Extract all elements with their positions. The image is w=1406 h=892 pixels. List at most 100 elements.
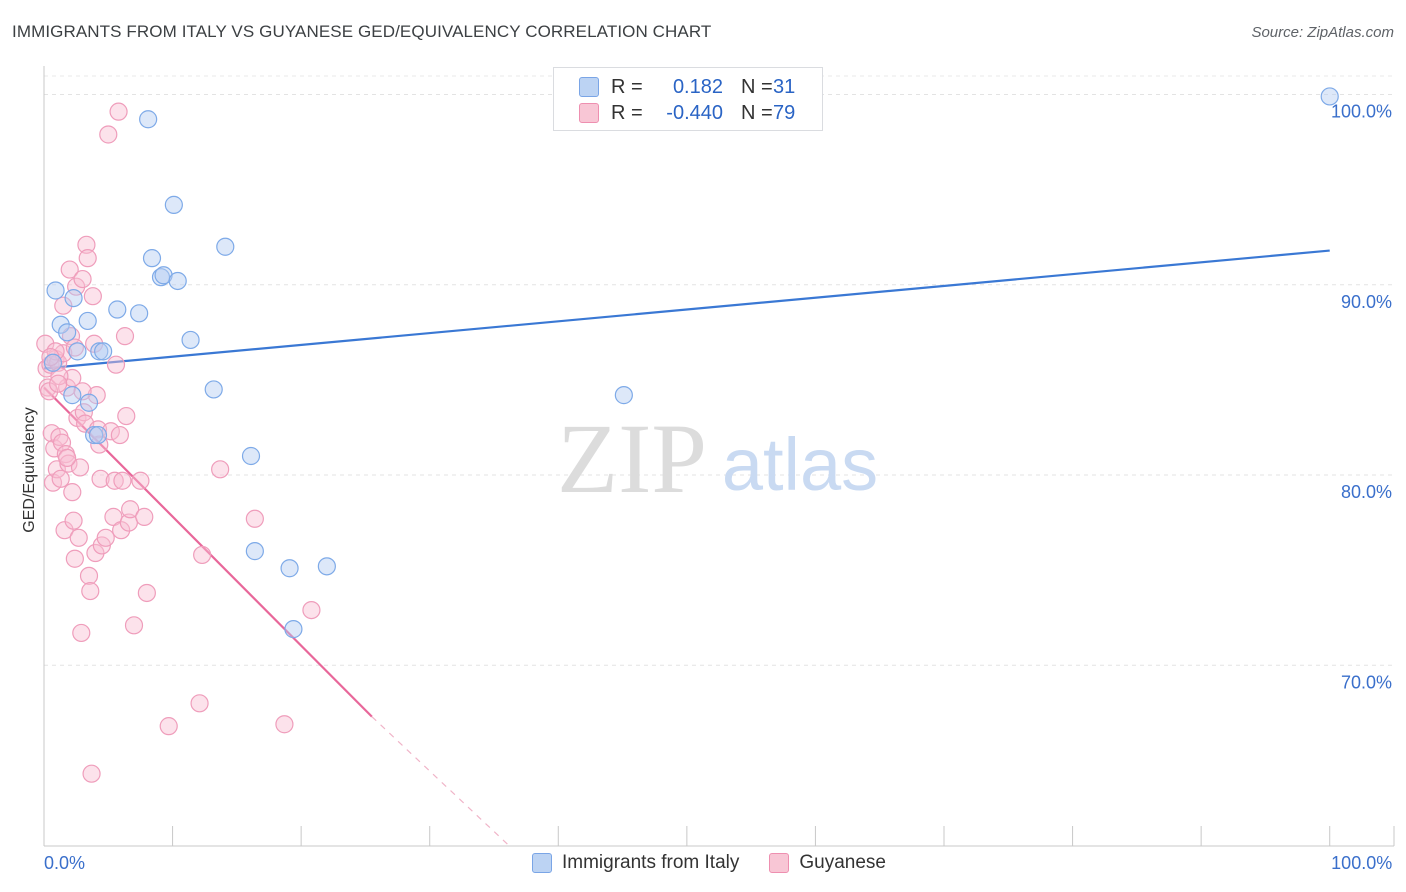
point-guyanese <box>73 269 92 289</box>
point-guyanese <box>109 102 128 121</box>
r-label: R = <box>611 75 643 98</box>
point-italy <box>130 304 149 323</box>
point-guyanese <box>79 566 99 585</box>
bottom-legend-guyanese: Guyanese <box>769 852 886 874</box>
point-guyanese <box>124 616 144 635</box>
point-italy <box>317 557 336 576</box>
point-guyanese <box>117 406 136 426</box>
point-guyanese <box>67 277 86 296</box>
stats-legend: R = 0.182 N = 31 R = -0.440 N = 79 <box>553 67 823 131</box>
y-tick-label: 80.0% <box>1341 482 1392 502</box>
point-italy <box>58 323 77 342</box>
y-tick-label: 70.0% <box>1341 672 1392 692</box>
point-guyanese <box>245 509 264 528</box>
bottom-swatch-guyanese <box>769 853 790 873</box>
point-guyanese <box>302 600 321 620</box>
point-italy <box>614 386 633 405</box>
point-guyanese <box>105 471 124 490</box>
point-guyanese <box>82 764 101 783</box>
point-italy <box>85 425 104 445</box>
r-label: R = <box>611 101 643 124</box>
tick-labels: 100.0% 90.0% 80.0% 70.0% 0.0% 100.0% <box>44 102 1392 873</box>
n-value-italy: 31 <box>773 75 796 98</box>
chart-title: IMMIGRANTS FROM ITALY VS GUYANESE GED/EQ… <box>12 22 712 41</box>
point-guyanese <box>69 528 88 547</box>
point-guyanese <box>81 581 100 601</box>
x-tick-label: 100.0% <box>1331 853 1392 873</box>
point-italy <box>51 315 70 334</box>
point-guyanese <box>49 374 68 393</box>
y-tick-label: 90.0% <box>1341 292 1392 312</box>
legend-swatch-guyanese <box>579 103 599 123</box>
point-italy <box>88 425 108 445</box>
point-guyanese <box>135 507 154 526</box>
n-value-guyanese: 79 <box>773 101 796 124</box>
point-guyanese <box>54 296 73 315</box>
y-axis-label: GED/Equivalency <box>21 407 38 532</box>
point-guyanese <box>63 483 82 502</box>
point-guyanese <box>46 342 65 361</box>
watermark-zip: ZIP <box>557 403 707 514</box>
point-guyanese <box>47 460 66 479</box>
point-guyanese <box>72 623 91 643</box>
point-guyanese <box>113 471 132 490</box>
point-guyanese <box>275 715 294 734</box>
point-guyanese <box>83 287 102 306</box>
point-italy <box>204 380 223 399</box>
point-guyanese <box>91 469 110 488</box>
x-tick-label: 0.0% <box>44 853 85 873</box>
point-guyanese <box>64 511 83 530</box>
point-italy <box>94 342 113 361</box>
gridlines <box>44 75 1394 666</box>
point-guyanese <box>90 435 109 454</box>
trend-line-italy <box>43 249 1330 370</box>
legend-row-guyanese: R = -0.440 N = 79 <box>579 101 795 125</box>
point-italy <box>245 542 264 561</box>
watermark: ZIP atlas <box>557 403 878 514</box>
point-italy <box>241 446 261 466</box>
point-guyanese <box>131 471 150 490</box>
bottom-legend-label-italy: Immigrants from Italy <box>562 852 740 873</box>
point-guyanese <box>211 460 230 479</box>
point-guyanese <box>121 500 140 519</box>
point-guyanese <box>159 717 178 736</box>
legend-row-italy: R = 0.182 N = 31 <box>579 75 795 99</box>
point-guyanese <box>58 448 77 468</box>
point-guyanese <box>137 583 156 603</box>
point-italy <box>79 393 99 412</box>
bottom-swatch-italy <box>532 853 552 873</box>
bottom-legend-italy: Immigrants from Italy <box>532 852 739 874</box>
r-value-italy: 0.182 <box>672 75 723 98</box>
watermark-atlas: atlas <box>722 423 878 506</box>
point-italy <box>64 288 83 308</box>
point-guyanese <box>60 260 79 279</box>
point-guyanese <box>115 327 135 346</box>
r-value-guyanese: -0.440 <box>666 101 723 124</box>
point-guyanese <box>99 125 118 144</box>
y-tick-label: 100.0% <box>1331 102 1392 122</box>
bottom-legend-label-guyanese: Guyanese <box>799 852 886 873</box>
point-guyanese <box>87 386 106 405</box>
point-italy <box>139 110 158 129</box>
legend-swatch-italy <box>579 77 599 97</box>
point-guyanese <box>59 454 78 473</box>
point-guyanese <box>73 382 92 401</box>
point-italy <box>284 620 303 639</box>
point-italy <box>168 271 187 291</box>
point-italy <box>46 281 65 300</box>
trend-lines <box>43 249 1330 847</box>
point-guyanese <box>86 543 105 563</box>
point-italy <box>63 386 82 405</box>
point-guyanese <box>77 235 96 254</box>
point-italy <box>1320 87 1339 106</box>
point-guyanese <box>110 425 129 445</box>
point-guyanese <box>96 528 115 547</box>
point-italy <box>78 311 97 331</box>
trend-line-guyanese-extension <box>371 716 510 847</box>
data-points <box>36 87 1339 783</box>
point-italy <box>90 342 109 361</box>
point-italy <box>280 559 299 578</box>
n-label: N = <box>741 101 773 124</box>
point-italy <box>142 249 162 268</box>
